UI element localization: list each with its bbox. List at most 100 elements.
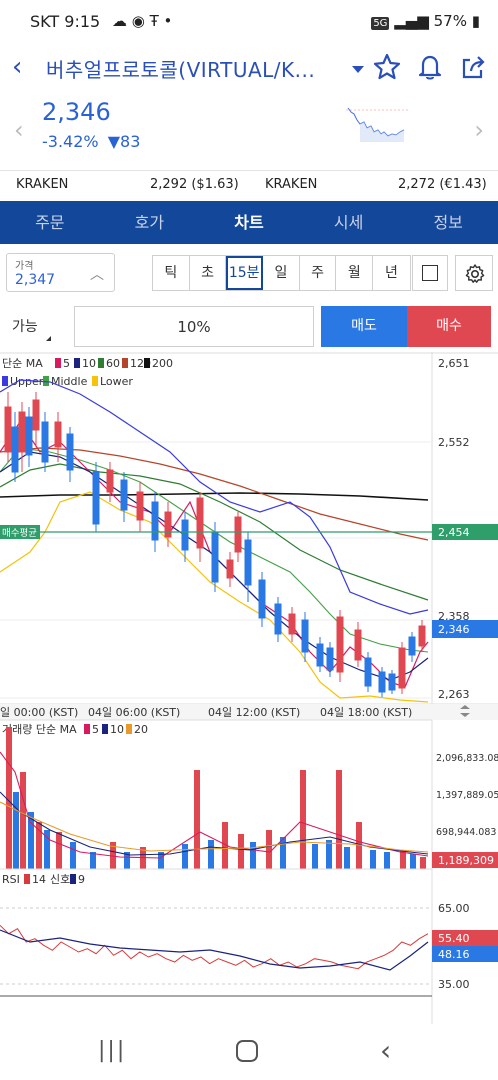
rsi-period-label: 14 <box>32 873 46 886</box>
signal-icon: ▂▄▆ <box>394 12 429 30</box>
back-nav-icon[interactable]: ‹ <box>380 1034 392 1067</box>
price-input[interactable]: 가격 2,347 ︿ <box>6 253 115 292</box>
interval-year[interactable]: 년 <box>385 265 398 281</box>
exchange-row: KRAKEN 2,292 ($1.63) KRAKEN 2,272 (€1.43… <box>0 170 498 200</box>
tab-orderbook[interactable]: 호가 <box>134 213 165 232</box>
bb-middle-swatch <box>43 376 49 386</box>
ma5-swatch <box>55 358 61 368</box>
bb-lower-line <box>0 491 429 703</box>
bb-lower-label: Lower <box>100 375 133 388</box>
resize-handle-icon[interactable] <box>460 705 470 717</box>
avg-price-label: 매수평균 <box>2 528 37 539</box>
mini-price-chart <box>346 102 410 150</box>
bb-upper-line <box>0 379 429 615</box>
settings-button[interactable] <box>455 255 493 291</box>
battery-text: 57% <box>433 12 467 30</box>
ma10-swatch <box>74 358 80 368</box>
rsi-value-label: 55.40 <box>438 932 470 945</box>
sell-button[interactable]: 매도 <box>321 306 407 347</box>
header: ‹ 버추얼프로토콜(VIRTUAL/K... <box>0 44 498 90</box>
ma10-line <box>0 451 429 681</box>
ma10-label: 10 <box>82 357 96 370</box>
bb-middle-label: Middle <box>51 375 88 388</box>
exchange-price: 2,272 (€1.43) <box>398 177 487 192</box>
price-input-label: 가격 <box>15 261 34 272</box>
rsi-tick: 65.00 <box>438 902 470 915</box>
current-price-tag <box>432 620 498 638</box>
share-icon[interactable] <box>458 52 488 82</box>
ma-legend-label: 단순 MA <box>2 357 43 370</box>
next-coin-icon[interactable]: › <box>474 116 484 144</box>
vol-ma10-label: 10 <box>110 723 124 736</box>
recent-apps-icon[interactable]: ||| <box>98 1038 127 1063</box>
bell-icon[interactable] <box>415 52 445 82</box>
tab-quote[interactable]: 시세 <box>333 213 364 232</box>
vol-ma20-label: 20 <box>134 723 148 736</box>
interval-day[interactable]: 일 <box>263 256 300 290</box>
star-icon[interactable] <box>372 52 402 82</box>
bb-upper-label: Upper <box>10 375 44 388</box>
avg-price-axis-tag <box>432 524 498 540</box>
ma120-swatch <box>122 358 128 368</box>
chevron-up-icon[interactable]: ︿ <box>90 267 104 283</box>
tab-bar: 주문 호가 차트 시세 정보 <box>0 201 498 244</box>
tab-order[interactable]: 주문 <box>35 213 65 232</box>
avg-price-axis-label: 2,454 <box>438 526 470 539</box>
tab-info[interactable]: 정보 <box>433 213 463 232</box>
battery-icon: ▮ <box>471 12 480 30</box>
square-icon <box>422 265 438 281</box>
interval-month[interactable]: 월 <box>336 256 374 290</box>
interval-group: 틱 초 15분 일 주 월 년 <box>152 255 411 291</box>
time-tick: 일 00:00 (KST) <box>0 705 78 719</box>
rsi-tick: 35.00 <box>438 978 470 991</box>
volume-legend-label: 거래량 단순 MA <box>2 723 77 736</box>
ma200-label: 200 <box>152 357 173 370</box>
price-chart[interactable]: 단순 MA 5 10 60 120 200 Upper Middle Lower <box>0 352 498 1024</box>
volume-tick: 1,397,889.054 <box>436 790 498 801</box>
volume-tick: 2,096,833.081 <box>436 753 498 764</box>
time-tick: 04일 18:00 (KST) <box>320 705 412 719</box>
time-axis: 일 00:00 (KST) 04일 06:00 (KST) 04일 12:00 … <box>0 703 498 720</box>
avg-price-tag <box>0 525 40 539</box>
tab-chart[interactable]: 차트 <box>234 213 264 232</box>
bb-upper-swatch <box>2 376 8 386</box>
ma200-swatch <box>144 358 150 368</box>
time-tick: 04일 06:00 (KST) <box>88 705 180 719</box>
price-block: ‹ 2,346 -3.42% ▼83 › <box>0 90 498 170</box>
price-tick: 2,552 <box>438 436 470 449</box>
buy-button[interactable]: 매수 <box>407 306 491 347</box>
title-caret-icon[interactable] <box>352 66 364 73</box>
cloud-icon: ☁ ◉ Ŧ • <box>112 12 173 30</box>
coin-title[interactable]: 버추얼프로토콜(VIRTUAL/K... <box>46 58 316 82</box>
quantity-selector[interactable]: 10% <box>74 306 314 347</box>
rsi-signal-label: 신호 <box>50 873 70 886</box>
rsi-signal-period: 9 <box>78 873 85 886</box>
status-bar: SKT 9:15 ☁ ◉ Ŧ • 5G ▂▄▆ 57% ▮ <box>0 0 498 44</box>
price-input-value: 2,347 <box>15 272 56 288</box>
current-price: 2,346 <box>42 98 111 126</box>
caret-icon[interactable] <box>46 336 51 341</box>
order-mode[interactable]: 가능 <box>12 319 38 335</box>
status-indicators: 5G ▂▄▆ 57% ▮ <box>371 12 480 30</box>
rsi-signal-line <box>0 929 429 971</box>
change-pct: -3.42% <box>42 132 99 151</box>
bb-legend: Upper Middle Lower <box>2 375 133 388</box>
exchange-price: 2,292 ($1.63) <box>150 177 239 192</box>
chart-type-button[interactable] <box>412 255 448 291</box>
rsi-panel: RSI 14 신호 9 65.00 55.40 48.16 35.00 <box>0 873 498 997</box>
gear-icon <box>465 264 485 283</box>
prev-coin-icon[interactable]: ‹ <box>14 116 24 144</box>
rsi-legend-label: RSI <box>2 873 20 886</box>
ma60-swatch <box>98 358 104 368</box>
interval-second[interactable]: 초 <box>190 256 227 290</box>
system-nav-bar: ||| ‹ <box>0 1024 498 1080</box>
interval-15min[interactable]: 15분 <box>226 256 264 290</box>
interval-tick[interactable]: 틱 <box>153 256 190 290</box>
interval-week[interactable]: 주 <box>300 256 337 290</box>
status-time: SKT 9:15 <box>30 12 101 31</box>
back-arrow-icon[interactable]: ‹ <box>12 52 23 82</box>
price-tick: 2,651 <box>438 357 470 370</box>
home-icon[interactable] <box>236 1040 258 1062</box>
volume-tick: 698,944.083 <box>436 827 496 838</box>
candlesticks <box>4 392 426 697</box>
